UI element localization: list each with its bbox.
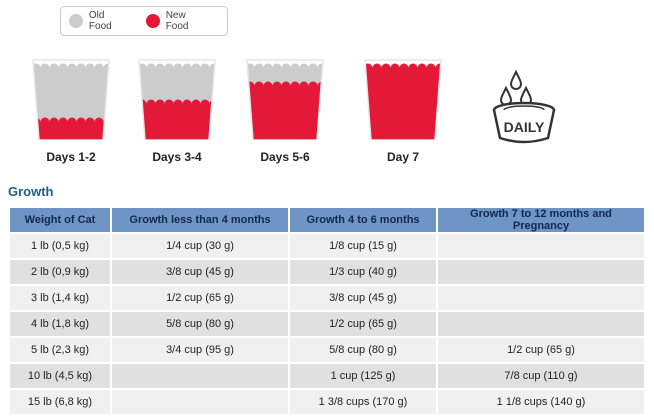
cup-label: Days 1-2 — [46, 150, 96, 164]
header-weight: Weight of Cat — [8, 206, 112, 234]
daily-label: DAILY — [504, 119, 545, 135]
water-bowl-icon: DAILY — [486, 68, 566, 153]
table-cell: 1 3/8 cups (170 g) — [288, 388, 438, 416]
table-row: 5 lb (2,3 kg) 3/4 cup (95 g) 5/8 cup (80 g… — [8, 336, 646, 364]
table-cell: 3/8 cup (45 g) — [110, 258, 290, 286]
cup-stage-3 — [246, 56, 324, 145]
table-cell: 1 cup (125 g) — [288, 362, 438, 390]
table-cell: 1/2 cup (65 g) — [436, 336, 646, 364]
legend: Old Food New Food — [60, 6, 228, 36]
transition-cups: Days 1-2 Days 3-4 Days 5-6 Day 7 — [0, 0, 654, 180]
table-cell — [436, 232, 646, 260]
table-row: 10 lb (4,5 kg) 1 cup (125 g) 7/8 cup (110 … — [8, 362, 646, 390]
table-cell: 2 lb (0,9 kg) — [8, 258, 112, 286]
table-cell: 15 lb (6,8 kg) — [8, 388, 112, 416]
cup-label: Days 5-6 — [260, 150, 310, 164]
table-cell: 1/2 cup (65 g) — [110, 284, 290, 312]
cup-stage-4 — [364, 56, 442, 145]
new-food-swatch — [145, 14, 160, 28]
table-cell: 10 lb (4,5 kg) — [8, 362, 112, 390]
table-row: 1 lb (0,5 kg) 1/4 cup (30 g) 1/8 cup (15 g… — [8, 232, 646, 260]
table-cell: 1 1/8 cups (140 g) — [436, 388, 646, 416]
table-row: 2 lb (0,9 kg) 3/8 cup (45 g) 1/3 cup (40 g… — [8, 258, 646, 286]
new-food-fill — [365, 68, 441, 140]
header-growth-4-6: Growth 4 to 6 months — [288, 206, 438, 234]
legend-new-label: New Food — [165, 10, 189, 32]
table-row: 3 lb (1,4 kg) 1/2 cup (65 g) 3/8 cup (45 g… — [8, 284, 646, 312]
table-cell — [110, 362, 290, 390]
table-row: 4 lb (1,8 kg) 5/8 cup (80 g) 1/2 cup (65 g… — [8, 310, 646, 338]
table-cell: 1/4 cup (30 g) — [110, 232, 290, 260]
table-row: 15 lb (6,8 kg) 1 3/8 cups (170 g) 1 1/8 cu… — [8, 388, 646, 416]
table-cell: 5 lb (2,3 kg) — [8, 336, 112, 364]
legend-new: New Food — [145, 10, 211, 32]
table-cell: 1/8 cup (15 g) — [288, 232, 438, 260]
legend-old-label: Old Food — [88, 10, 112, 32]
table-cell: 5/8 cup (80 g) — [110, 310, 290, 338]
table-cell: 1/2 cup (65 g) — [288, 310, 438, 338]
new-food-fill — [247, 86, 323, 140]
header-growth-7-12: Growth 7 to 12 months and Pregnancy — [436, 206, 646, 234]
cup-stage-1 — [32, 56, 110, 145]
table-cell: 3 lb (1,4 kg) — [8, 284, 112, 312]
table-cell: 5/8 cup (80 g) — [288, 336, 438, 364]
legend-old: Old Food — [69, 10, 130, 32]
cup-stage-2 — [138, 56, 216, 145]
feeding-table: Weight of Cat Growth less than 4 months … — [8, 206, 646, 416]
table-cell: 4 lb (1,8 kg) — [8, 310, 112, 338]
header-growth-under-4: Growth less than 4 months — [110, 206, 290, 234]
table-cell — [436, 284, 646, 312]
cup-label: Day 7 — [386, 150, 420, 164]
table-header-row: Weight of Cat Growth less than 4 months … — [8, 206, 646, 234]
table-cell — [110, 388, 290, 416]
table-cell: 1/3 cup (40 g) — [288, 258, 438, 286]
new-food-fill — [139, 104, 215, 140]
table-cell: 7/8 cup (110 g) — [436, 362, 646, 390]
cup-label: Days 3-4 — [152, 150, 202, 164]
table-cell: 3/8 cup (45 g) — [288, 284, 438, 312]
table-cell — [436, 310, 646, 338]
table-cell — [436, 258, 646, 286]
table-cell: 3/4 cup (95 g) — [110, 336, 290, 364]
old-food-swatch — [69, 14, 83, 28]
section-title: Growth — [8, 184, 54, 199]
table-cell: 1 lb (0,5 kg) — [8, 232, 112, 260]
